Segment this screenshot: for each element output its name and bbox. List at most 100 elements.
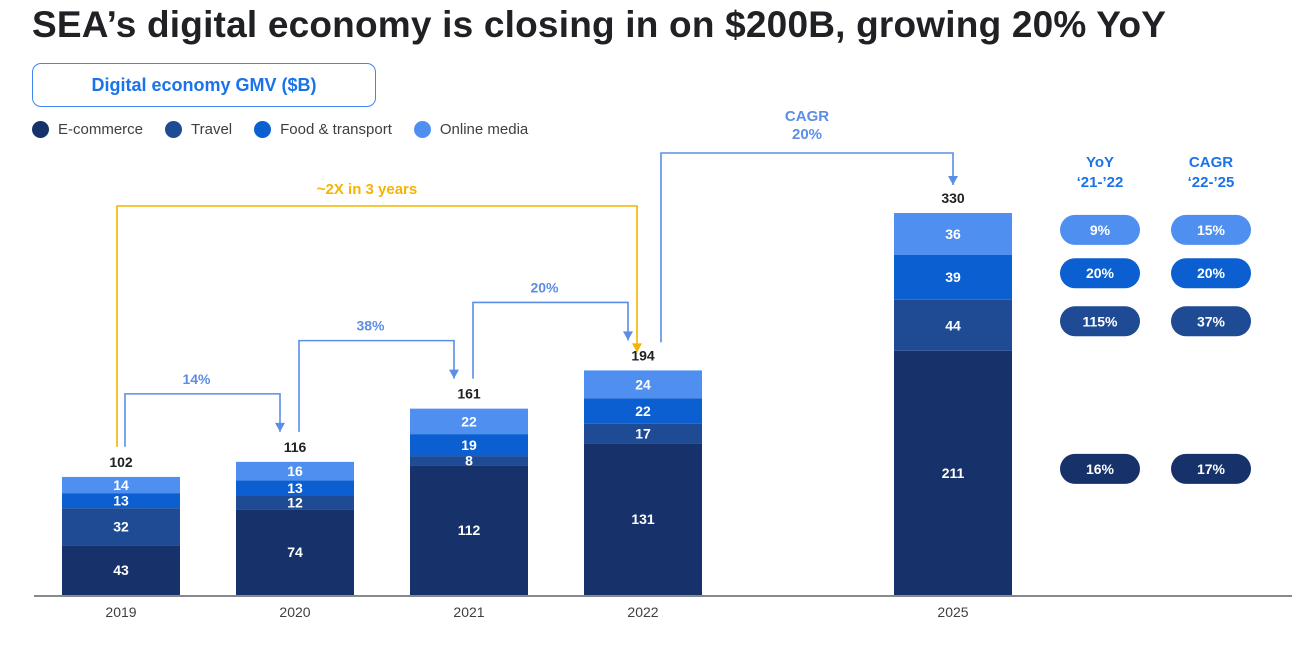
growth-arrow-2022-2025-head	[948, 176, 958, 185]
growth-arrow-2019-2020	[124, 393, 281, 447]
legend-item-e-commerce: E-commerce	[32, 121, 143, 138]
bar-segment-travel-2019	[62, 508, 180, 546]
bar-segment-travel-2020	[236, 495, 354, 510]
side-pill-food-and-transport	[1171, 258, 1251, 289]
legend-swatch-online-media	[413, 121, 431, 138]
legend-label: E-commerce	[58, 121, 144, 138]
bar-value-label: 44	[945, 317, 961, 333]
growth-label: 38%	[356, 318, 385, 334]
side-header: ‘21-’22	[1077, 174, 1124, 191]
slide-title: SEA’s digital economy is closing in on $…	[32, 4, 1167, 45]
bar-segment-travel-2021	[410, 456, 528, 466]
legend-swatch-food-and-transport	[254, 121, 272, 138]
bar-value-label: 39	[945, 269, 961, 285]
chart-title-box: Digital economy GMV ($B)	[32, 63, 376, 107]
bar-segment-travel-2025	[894, 299, 1012, 351]
side-pill-travel	[1060, 306, 1140, 337]
legend-swatch-e-commerce	[32, 121, 49, 138]
bar-total-label: 116	[284, 439, 307, 455]
bar-segment-online-media-2019	[62, 476, 180, 494]
bar-value-label: 13	[287, 480, 303, 496]
legend: E-commerce Travel Food & transport Online m…	[32, 121, 550, 138]
bar-value-label: 112	[458, 522, 481, 538]
bar-segment-online-media-2022	[584, 370, 702, 399]
growth-label: 20%	[530, 279, 559, 295]
growth-arrow-2020-2021	[298, 339, 455, 432]
x-tick-label: 2022	[627, 604, 658, 620]
side-pill-label: 17%	[1197, 461, 1226, 477]
legend-item-food-and-transport: Food & transport	[254, 121, 392, 138]
bar-value-label: 8	[465, 453, 473, 469]
side-pill-label: 16%	[1086, 461, 1115, 477]
x-tick-label: 2019	[105, 604, 136, 620]
bar-value-label: 24	[635, 376, 651, 392]
side-pill-online-media	[1060, 214, 1140, 245]
legend-label: Travel	[191, 121, 233, 138]
bar-segment-food-and-transport-2025	[894, 254, 1012, 300]
growth-arrow-2020-2021-head	[449, 369, 459, 379]
bar-segment-online-media-2021	[410, 408, 528, 435]
bar-segment-food-and-transport-2021	[410, 434, 528, 457]
bar-value-label: 32	[113, 519, 129, 535]
bar-value-label: 14	[113, 477, 129, 493]
legend-item-travel: Travel	[165, 121, 232, 138]
growth-label: 20%	[792, 126, 822, 143]
bar-segment-food-and-transport-2022	[584, 398, 702, 424]
bar-segment-food-and-transport-2019	[62, 493, 180, 509]
bar-segment-online-media-2025	[894, 213, 1012, 255]
side-header: YoY	[1086, 154, 1114, 171]
legend-label: Food & transport	[280, 121, 392, 138]
bar-segment-e-commerce-2019	[62, 545, 180, 595]
side-pill-label: 20%	[1086, 265, 1115, 281]
side-pill-label: 15%	[1197, 222, 1226, 238]
bar-value-label: 12	[287, 494, 303, 510]
bar-segment-e-commerce-2025	[894, 350, 1012, 595]
side-pill-travel	[1171, 306, 1251, 337]
bar-total-label: 194	[631, 347, 655, 363]
bar-value-label: 74	[287, 544, 303, 560]
bar-value-label: 19	[461, 437, 477, 453]
bar-total-label: 161	[457, 386, 481, 402]
bar-value-label: 36	[945, 226, 961, 242]
bar-value-label: 22	[461, 413, 477, 429]
side-pill-e-commerce	[1171, 453, 1251, 484]
growth-arrow-2021-2022	[472, 301, 629, 379]
bar-segment-e-commerce-2020	[236, 509, 354, 595]
side-pill-food-and-transport	[1060, 258, 1140, 289]
growth-arrow-2019-2022	[116, 205, 638, 447]
growth-arrow-2019-2022-head	[632, 343, 642, 353]
bar-value-label: 131	[631, 511, 655, 527]
growth-arrow-2022-2025	[660, 152, 954, 343]
bar-segment-food-and-transport-2020	[236, 480, 354, 496]
bar-value-label: 17	[635, 426, 651, 442]
growth-arrow-2021-2022-head	[623, 331, 633, 341]
side-pill-label: 37%	[1197, 313, 1226, 329]
side-header: ‘22-’25	[1188, 174, 1235, 191]
bar-total-label: 102	[109, 454, 133, 470]
bar-value-label: 22	[635, 403, 651, 419]
legend-label: Online media	[439, 121, 529, 138]
side-header: CAGR	[1189, 154, 1233, 171]
side-pill-label: 9%	[1090, 222, 1111, 238]
x-tick-label: 2020	[279, 604, 310, 620]
legend-item-online-media: Online media	[413, 121, 529, 138]
growth-label: 14%	[182, 371, 211, 387]
bar-segment-e-commerce-2021	[410, 465, 528, 595]
bar-value-label: 13	[113, 493, 129, 509]
x-tick-label: 2025	[937, 604, 968, 620]
side-pill-e-commerce	[1060, 453, 1140, 484]
bar-value-label: 16	[287, 463, 303, 479]
bar-value-label: 43	[113, 562, 129, 578]
x-tick-label: 2021	[453, 604, 484, 620]
side-pill-label: 20%	[1197, 265, 1226, 281]
bar-segment-travel-2022	[584, 423, 702, 444]
growth-arrow-2019-2020-head	[275, 422, 285, 432]
legend-swatch-travel	[165, 121, 183, 138]
bar-value-label: 211	[942, 465, 965, 481]
bar-total-label: 330	[941, 190, 965, 206]
side-pill-online-media	[1171, 214, 1251, 245]
growth-label: ~2X in 3 years	[317, 181, 418, 198]
side-pill-label: 115%	[1082, 313, 1118, 329]
